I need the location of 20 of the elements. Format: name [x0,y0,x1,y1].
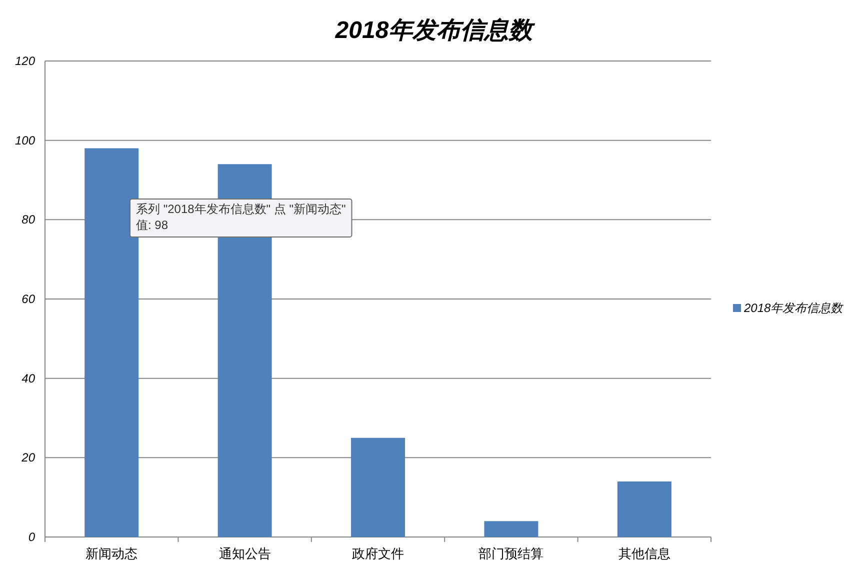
y-tick-label: 20 [20,450,36,465]
annotation: 值: 98 [136,218,168,232]
legend-label: 2018年发布信息数 [743,301,845,315]
chart-title: 2018年发布信息数 [334,17,536,44]
y-tick-label: 0 [28,530,36,544]
annotation: 系列 "2018年发布信息数" 点 "新闻动态" [136,202,346,216]
x-tick-label: 新闻动态 [86,546,138,561]
bar [617,481,672,537]
y-tick-label: 100 [14,133,36,148]
y-tick-label: 40 [22,371,36,386]
bar [351,438,405,537]
x-tick-label: 其他信息 [618,546,670,561]
bar [484,521,538,537]
x-tick-label: 政府文件 [352,546,404,561]
x-tick-label: 部门预结算 [478,546,544,561]
bar [218,164,272,537]
y-tick-label: 80 [22,212,36,227]
y-tick-label: 120 [14,54,36,68]
x-tick-label: 通知公告 [218,546,271,561]
y-tick-label: 60 [22,292,36,306]
